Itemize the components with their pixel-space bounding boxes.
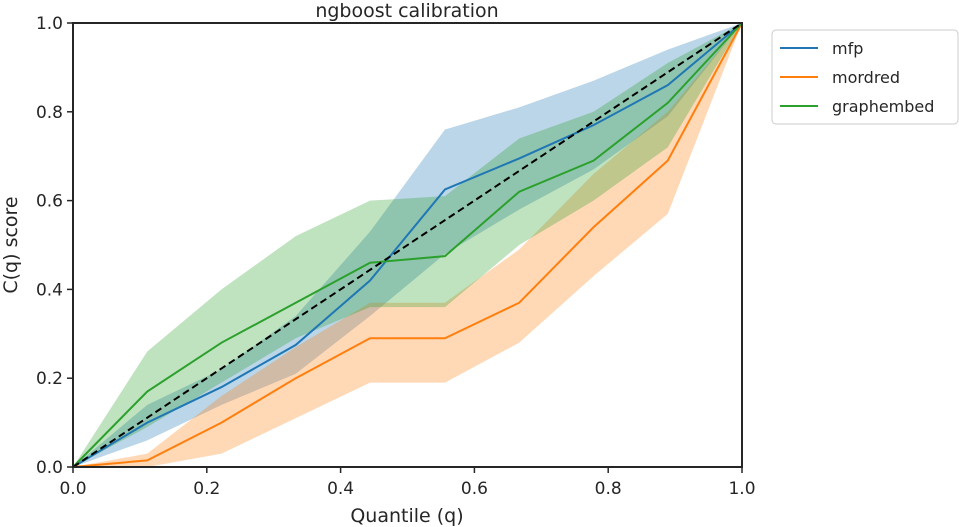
x-axis-label: Quantile (q) <box>350 505 463 527</box>
legend-box <box>771 29 959 125</box>
legend: mfp mordred graphembed <box>771 29 959 125</box>
band-mordred <box>73 23 742 467</box>
line-mordred <box>72 22 743 468</box>
reference-line-group <box>72 22 743 468</box>
legend-label-graphembed: graphembed <box>832 97 934 116</box>
y-axis-ticks: 0.0 0.2 0.4 0.6 0.8 1.0 <box>36 14 73 478</box>
x-tick-label: 0.8 <box>595 479 622 499</box>
x-tick-label: 0.6 <box>461 479 488 499</box>
x-tick-label: 0.0 <box>59 479 86 499</box>
legend-label-mordred: mordred <box>832 68 900 87</box>
x-tick-label: 0.2 <box>193 479 220 499</box>
x-tick-label: 1.0 <box>728 479 755 499</box>
y-tick-label: 0.0 <box>36 458 63 478</box>
legend-label-mfp: mfp <box>832 39 863 58</box>
x-tick-label: 0.4 <box>327 479 354 499</box>
chart-title: ngboost calibration <box>315 0 498 22</box>
y-tick-label: 0.6 <box>36 192 63 212</box>
plot-frame <box>72 22 743 468</box>
axes-frame <box>72 22 743 468</box>
y-tick-label: 0.8 <box>36 103 63 123</box>
y-tick-label: 0.4 <box>36 280 63 300</box>
x-axis-ticks: 0.0 0.2 0.4 0.6 0.8 1.0 <box>59 467 756 499</box>
reference-diagonal-line <box>72 22 743 468</box>
line-mfp <box>72 22 743 468</box>
series-lines <box>72 22 743 468</box>
y-axis-label: C(q) score <box>0 196 22 293</box>
y-tick-label: 0.2 <box>36 369 63 389</box>
line-graphembed <box>72 22 743 468</box>
y-tick-label: 1.0 <box>36 14 63 34</box>
